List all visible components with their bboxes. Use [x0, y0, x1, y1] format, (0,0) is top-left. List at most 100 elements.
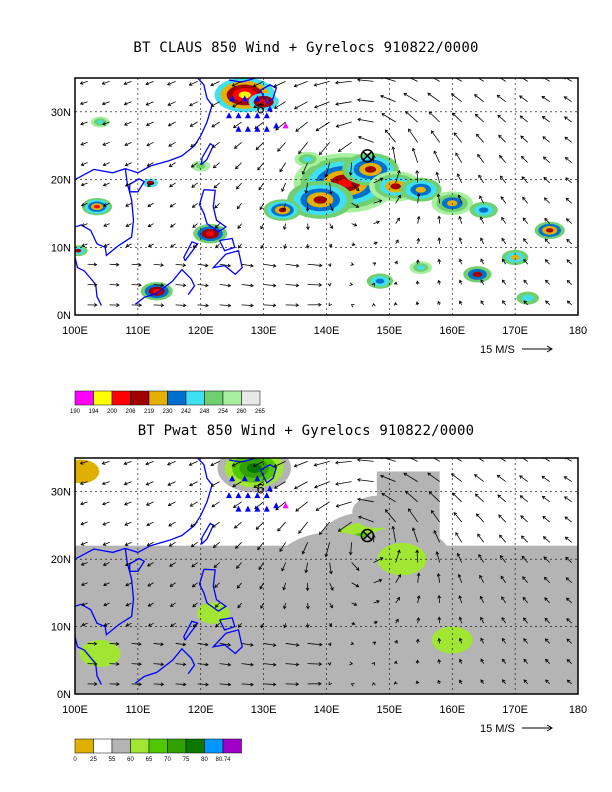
wind-arrowhead [337, 528, 342, 532]
wind-arrow [102, 521, 110, 526]
field-cell [75, 248, 82, 253]
wind-arrowhead [192, 244, 197, 248]
wind-arrow [476, 133, 484, 143]
wind-arrowhead [293, 463, 298, 468]
colorbar-label: 248 [199, 409, 210, 415]
wind-arrow [523, 659, 529, 664]
wind-arrowhead [437, 679, 441, 684]
wind-arrowhead [459, 300, 463, 305]
wind-arrow [189, 101, 198, 107]
wind-arrowhead [231, 463, 236, 467]
wind-arrow [197, 683, 209, 686]
lon-tick-label: 150E [377, 704, 403, 716]
wind-arrowhead [213, 564, 218, 568]
pwat-field [75, 458, 578, 694]
wind-arrow [146, 141, 154, 147]
wind-arrowhead [79, 101, 84, 106]
field-cell [375, 278, 385, 284]
wind-arrow [235, 162, 242, 169]
lon-tick-label: 160E [439, 325, 465, 337]
wind-arrow [147, 562, 154, 567]
wind-arrowhead [501, 237, 505, 242]
wind-arrowhead [500, 196, 505, 200]
wind-arrowhead [124, 183, 129, 187]
wind-arrowhead [458, 616, 463, 621]
wind-arrow [478, 174, 485, 184]
wind-arrowhead [272, 303, 277, 308]
wind-arrowhead [416, 617, 421, 621]
field-cell [278, 207, 287, 213]
wind-arrow [428, 491, 440, 503]
coastlines [75, 458, 277, 685]
wind-arrow [103, 202, 110, 207]
wind-arrowhead [124, 542, 129, 546]
reference-vector-arrowhead [546, 724, 553, 732]
wind-arrow [219, 263, 231, 267]
wind-arrow [477, 154, 485, 163]
wind-arrow [319, 521, 330, 535]
wind-arrowhead [415, 549, 420, 554]
wind-arrowhead [330, 587, 334, 591]
wind-arrowhead [478, 174, 482, 179]
wind-arrow [103, 182, 110, 186]
wind-arrowhead [192, 224, 196, 228]
wind-arrowhead [348, 172, 353, 176]
wind-arrow [125, 223, 132, 227]
wind-arrow [520, 115, 528, 123]
field-cell [390, 183, 401, 190]
wind-arrowhead [356, 78, 361, 82]
wind-arrowhead [301, 550, 306, 555]
wind-arrowhead [324, 174, 329, 178]
wind-arrow [279, 162, 286, 172]
wind-arrow [260, 223, 264, 230]
wind-arrowhead [182, 642, 187, 647]
wind-arrowhead [474, 493, 479, 498]
wind-arrowhead [545, 658, 549, 663]
wind-arrow [543, 177, 550, 184]
wind-arrowhead [479, 595, 484, 600]
gyre-triangle [282, 502, 289, 509]
wind-arrowhead [523, 617, 527, 622]
wind-arrowhead [473, 474, 478, 478]
wind-arrowhead [160, 642, 164, 647]
wind-arrow [335, 460, 352, 464]
wind-arrowhead [318, 283, 323, 287]
wind-arrow [237, 582, 242, 589]
wind-arrowhead [80, 182, 85, 187]
wind-arrowhead [227, 662, 232, 667]
wind-arrow [480, 679, 485, 685]
lon-tick-label: 170E [502, 325, 528, 337]
wind-arrowhead [301, 171, 306, 175]
wind-arrowhead [81, 223, 85, 227]
colorbar-label: 70 [164, 757, 171, 763]
wind-arrowhead [102, 542, 107, 546]
gyre-triangle [226, 492, 233, 499]
wind-arrow [175, 284, 186, 286]
wind-arrow [175, 663, 186, 666]
field-cell [196, 163, 206, 169]
wind-arrow [235, 542, 242, 549]
wind-arrow [455, 152, 463, 163]
wind-arrow [502, 279, 507, 285]
wind-arrowhead [182, 263, 187, 268]
wind-arrowhead [479, 195, 483, 200]
wind-arrow [191, 562, 198, 568]
wind-arrowhead [205, 662, 209, 667]
wind-arrow [191, 162, 198, 168]
wind-arrowhead [212, 544, 217, 548]
wind-arrowhead [371, 661, 375, 666]
wind-arrowhead [379, 177, 384, 182]
wind-arrowhead [293, 105, 298, 110]
wind-arrow [124, 141, 132, 146]
wind-arrow [480, 258, 485, 265]
wind-arrow [522, 597, 529, 604]
wind-arrowhead [415, 680, 420, 685]
wind-arrow [167, 81, 176, 86]
wind-arrowhead [147, 203, 152, 207]
wind-arrowhead [435, 551, 440, 555]
wind-arrow [285, 643, 299, 646]
wind-arrowhead [314, 105, 318, 109]
wind-arrowhead [279, 548, 283, 552]
field-cell [270, 588, 345, 638]
